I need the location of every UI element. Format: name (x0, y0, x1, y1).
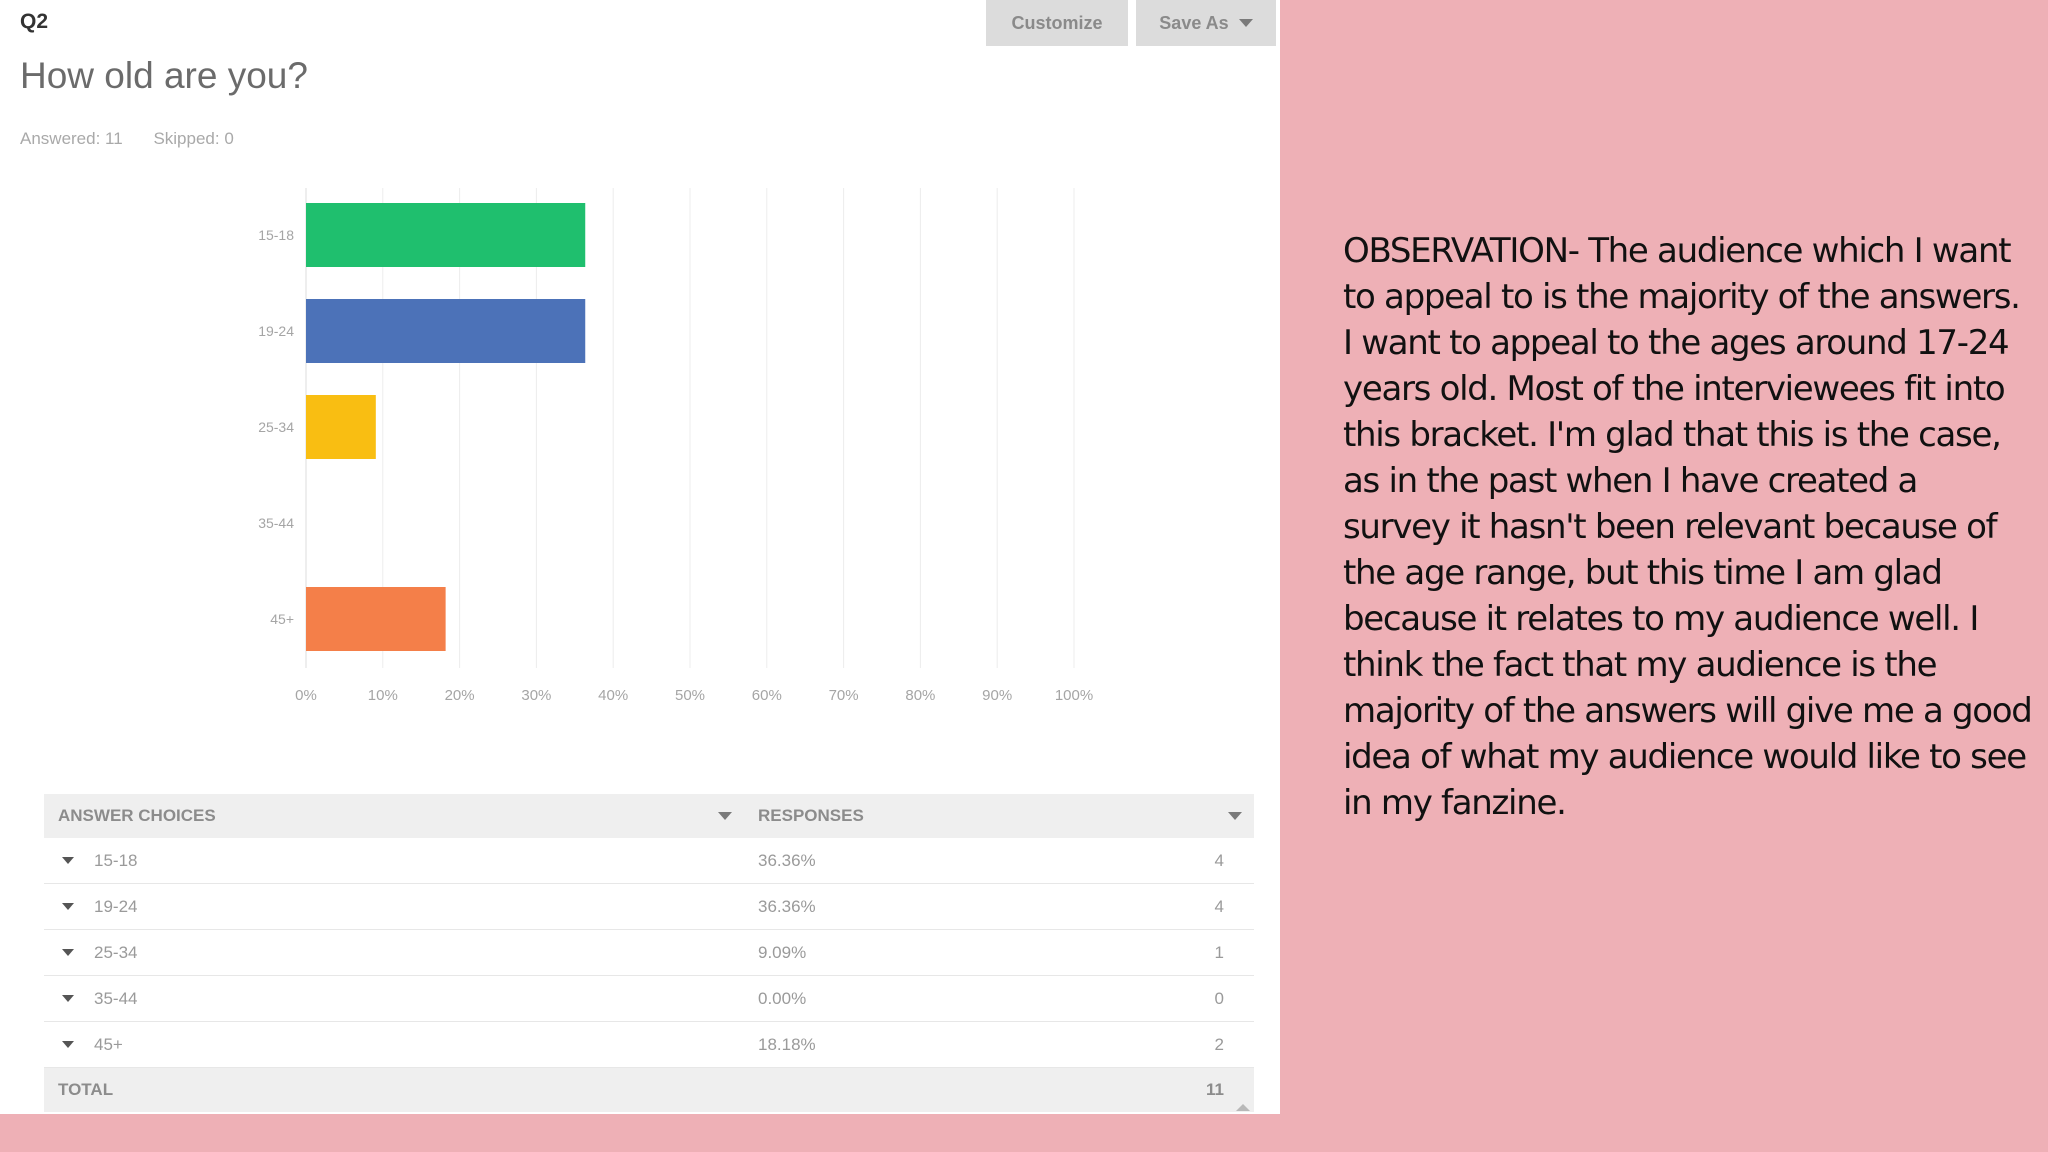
choice-cell: 25-34 (44, 943, 744, 963)
table-total-row: TOTAL 11 (44, 1068, 1254, 1112)
total-value: 11 (1206, 1080, 1224, 1099)
choice-label: 35-44 (94, 988, 138, 1008)
category-label: 35-44 (258, 515, 294, 531)
table-body: 15-18 36.36% 4 19-24 36.36% 4 25-34 9.09% 1 35-44… (44, 838, 1254, 1068)
response-count: 4 (1214, 850, 1224, 870)
x-tick-label: 50% (675, 687, 705, 704)
table-row[interactable]: 15-18 36.36% 4 (44, 838, 1254, 884)
response-percent: 18.18% (758, 1034, 816, 1054)
response-percent: 36.36% (758, 896, 816, 916)
response-stats: Answered: 11 Skipped: 0 (20, 129, 260, 149)
total-label: TOTAL (58, 1080, 114, 1099)
response-cell: 18.18% 2 (744, 1035, 1254, 1055)
chevron-down-icon (1238, 19, 1253, 27)
choice-label: 15-18 (94, 850, 138, 870)
responses-header[interactable]: RESPONSES (744, 806, 1254, 826)
table-row[interactable]: 25-34 9.09% 1 (44, 930, 1254, 976)
responses-table: ANSWER CHOICES RESPONSES 15-18 36.36% 4 19-… (44, 794, 1254, 1112)
bar-45+ (306, 587, 446, 651)
response-count: 0 (1214, 988, 1224, 1008)
table-row[interactable]: 35-44 0.00% 0 (44, 976, 1254, 1022)
table-row[interactable]: 45+ 18.18% 2 (44, 1022, 1254, 1068)
sort-caret-icon (1228, 812, 1242, 820)
category-label: 25-34 (258, 419, 294, 435)
x-tick-label: 80% (905, 687, 935, 704)
expand-caret-icon[interactable] (62, 903, 74, 910)
x-tick-label: 30% (521, 687, 551, 704)
customize-label: Customize (1011, 12, 1103, 33)
expand-caret-icon[interactable] (62, 995, 74, 1002)
answer-choices-label: ANSWER CHOICES (58, 806, 216, 825)
table-header: ANSWER CHOICES RESPONSES (44, 794, 1254, 838)
choice-cell: 19-24 (44, 897, 744, 917)
choice-cell: 45+ (44, 1035, 744, 1055)
choice-cell: 35-44 (44, 989, 744, 1009)
response-cell: 9.09% 1 (744, 943, 1254, 963)
response-percent: 36.36% (758, 850, 816, 870)
x-tick-label: 90% (982, 687, 1012, 704)
expand-caret-icon[interactable] (62, 1041, 74, 1048)
bar-19-24 (306, 299, 586, 363)
total-label-cell: TOTAL (44, 1080, 744, 1100)
bar-15-18 (306, 203, 586, 267)
observation-text: OBSERVATION- The audience which I want t… (1343, 231, 2033, 823)
choice-label: 45+ (94, 1034, 123, 1054)
x-tick-label: 70% (829, 687, 859, 704)
question-number: Q2 (20, 10, 49, 33)
save-as-label: Save As (1159, 12, 1229, 33)
save-as-button[interactable]: Save As (1136, 0, 1276, 46)
customize-button[interactable]: Customize (986, 0, 1128, 46)
choice-label: 19-24 (94, 896, 138, 916)
category-label: 15-18 (258, 227, 294, 243)
response-cell: 0.00% 0 (744, 989, 1254, 1009)
response-count: 4 (1214, 896, 1224, 916)
category-label: 19-24 (258, 323, 294, 339)
x-tick-label: 0% (295, 687, 317, 704)
x-tick-label: 60% (752, 687, 782, 704)
category-label: 45+ (270, 611, 294, 627)
survey-results-panel: Q2 How old are you? Answered: 11 Skipped… (0, 0, 1280, 1114)
response-count: 2 (1214, 1034, 1224, 1054)
responses-label: RESPONSES (758, 806, 864, 825)
answered-count: Answered: 11 (20, 129, 123, 148)
bar-25-34 (306, 395, 376, 459)
answer-choices-header[interactable]: ANSWER CHOICES (44, 806, 744, 826)
choice-cell: 15-18 (44, 851, 744, 871)
table-row[interactable]: 19-24 36.36% 4 (44, 884, 1254, 930)
response-percent: 9.09% (758, 942, 807, 962)
x-tick-label: 20% (445, 687, 475, 704)
choice-label: 25-34 (94, 942, 138, 962)
sort-caret-icon (718, 812, 732, 820)
skipped-count: Skipped: 0 (153, 129, 234, 148)
question-title: How old are you? (20, 55, 308, 96)
response-cell: 36.36% 4 (744, 897, 1254, 917)
expand-caret-icon[interactable] (62, 949, 74, 956)
age-bar-chart: 0% 10% 20% 30% 40% 50% 60% 70% 80% 90% 100% 15-18 19… (258, 188, 1093, 704)
x-tick-label: 40% (598, 687, 628, 704)
scroll-up-icon[interactable] (1236, 1104, 1250, 1111)
response-cell: 36.36% 4 (744, 851, 1254, 871)
x-tick-label: 10% (368, 687, 398, 704)
expand-caret-icon[interactable] (62, 857, 74, 864)
response-percent: 0.00% (758, 988, 807, 1008)
response-count: 1 (1214, 942, 1224, 962)
x-tick-label: 100% (1055, 687, 1093, 704)
